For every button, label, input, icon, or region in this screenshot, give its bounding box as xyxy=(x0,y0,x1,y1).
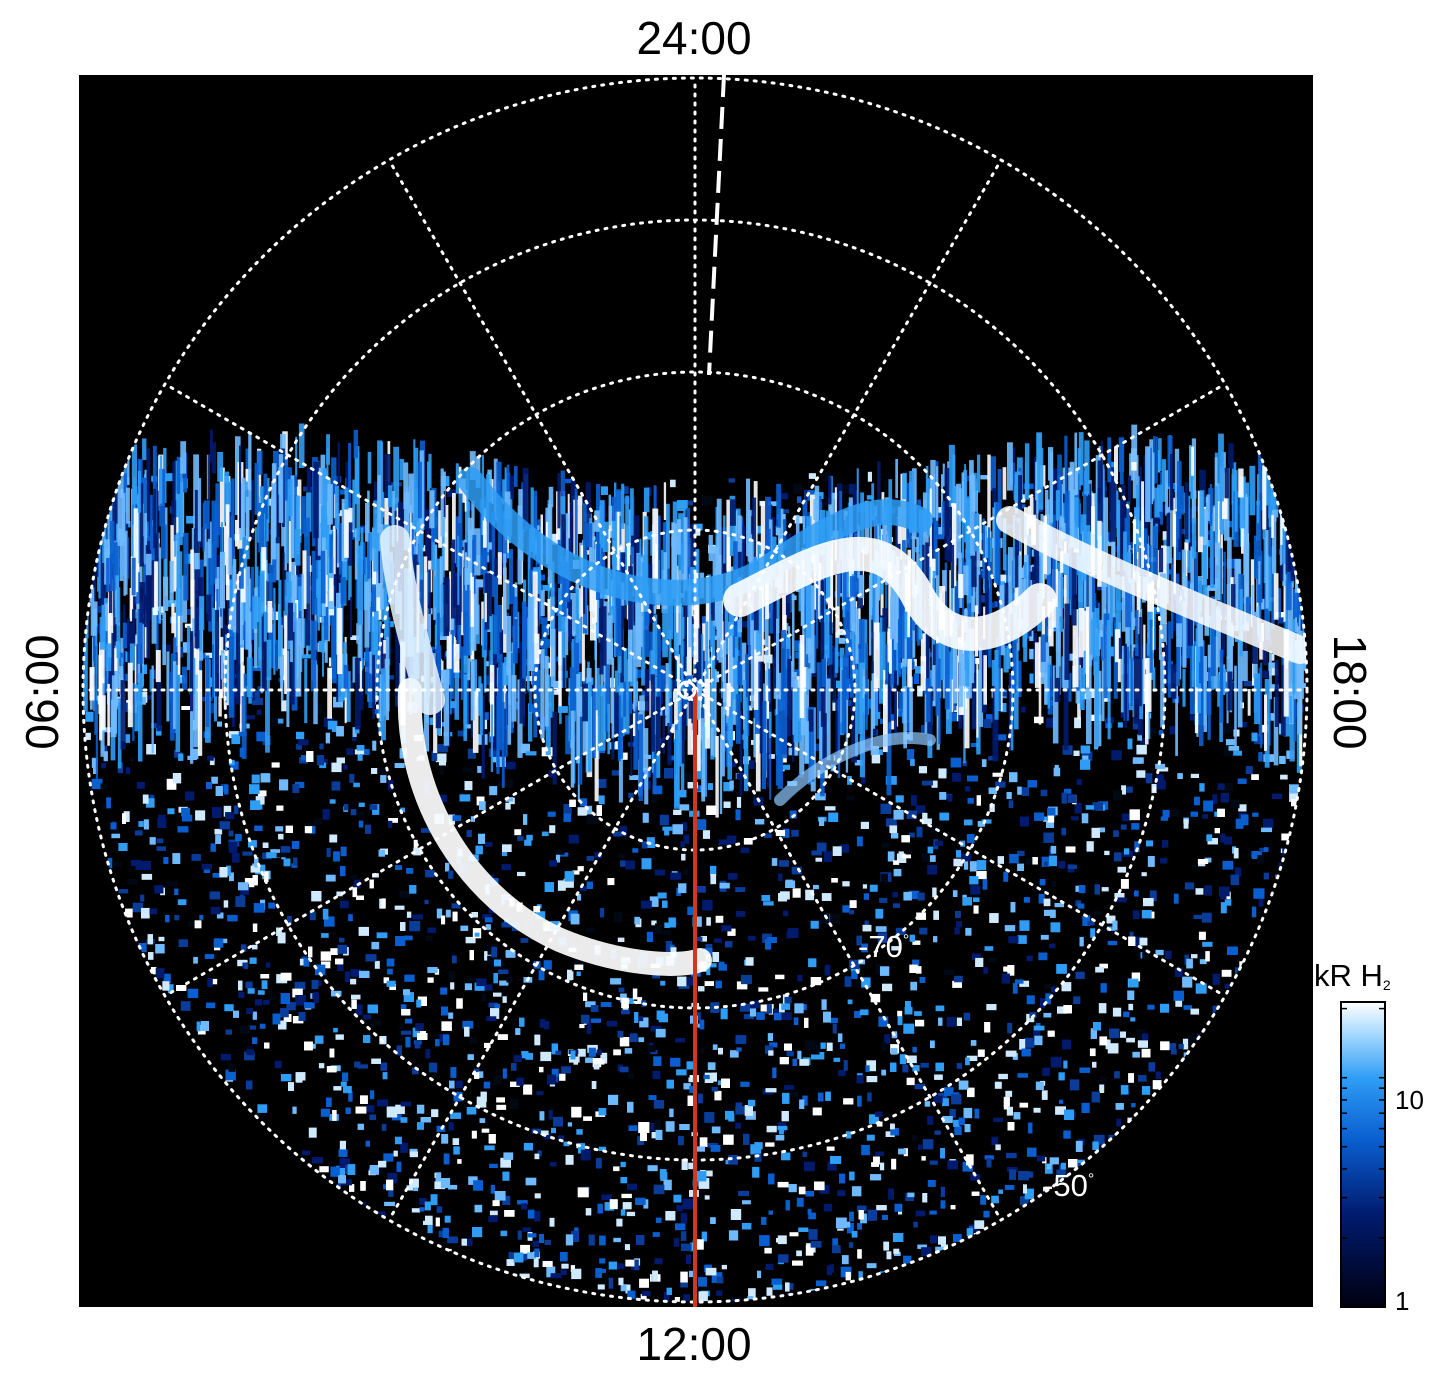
time-label-top: 24:00 xyxy=(636,12,752,64)
colorbar-tick-10: 10 xyxy=(1395,1085,1424,1115)
dawn-oval-arc xyxy=(380,525,445,715)
pole-marker xyxy=(677,680,697,700)
time-label-bottom: 12:00 xyxy=(636,1318,752,1370)
time-label-left: 06:00 xyxy=(16,634,68,750)
aurora-bright-oval xyxy=(380,467,1307,976)
dashed-meridian-24h xyxy=(707,74,726,376)
lat-lon-grid xyxy=(81,76,1309,1304)
colorbar-title: kR H2 xyxy=(1314,958,1391,993)
time-label-right: 18:00 xyxy=(1324,634,1376,750)
colorbar-tick-1: 1 xyxy=(1395,1286,1410,1316)
nightside-oval-arc-2 xyxy=(723,536,1057,651)
colorbar-gradient xyxy=(1340,1001,1386,1308)
latitude-label-50: -50° xyxy=(1043,1168,1095,1203)
latitude-label-70: -70° xyxy=(858,929,910,964)
inner-arc xyxy=(774,732,936,806)
dayside-oval-arc xyxy=(397,678,712,976)
colorbar-minor-ticks xyxy=(1341,1007,1385,1308)
dusk-oval-arc xyxy=(996,506,1307,664)
